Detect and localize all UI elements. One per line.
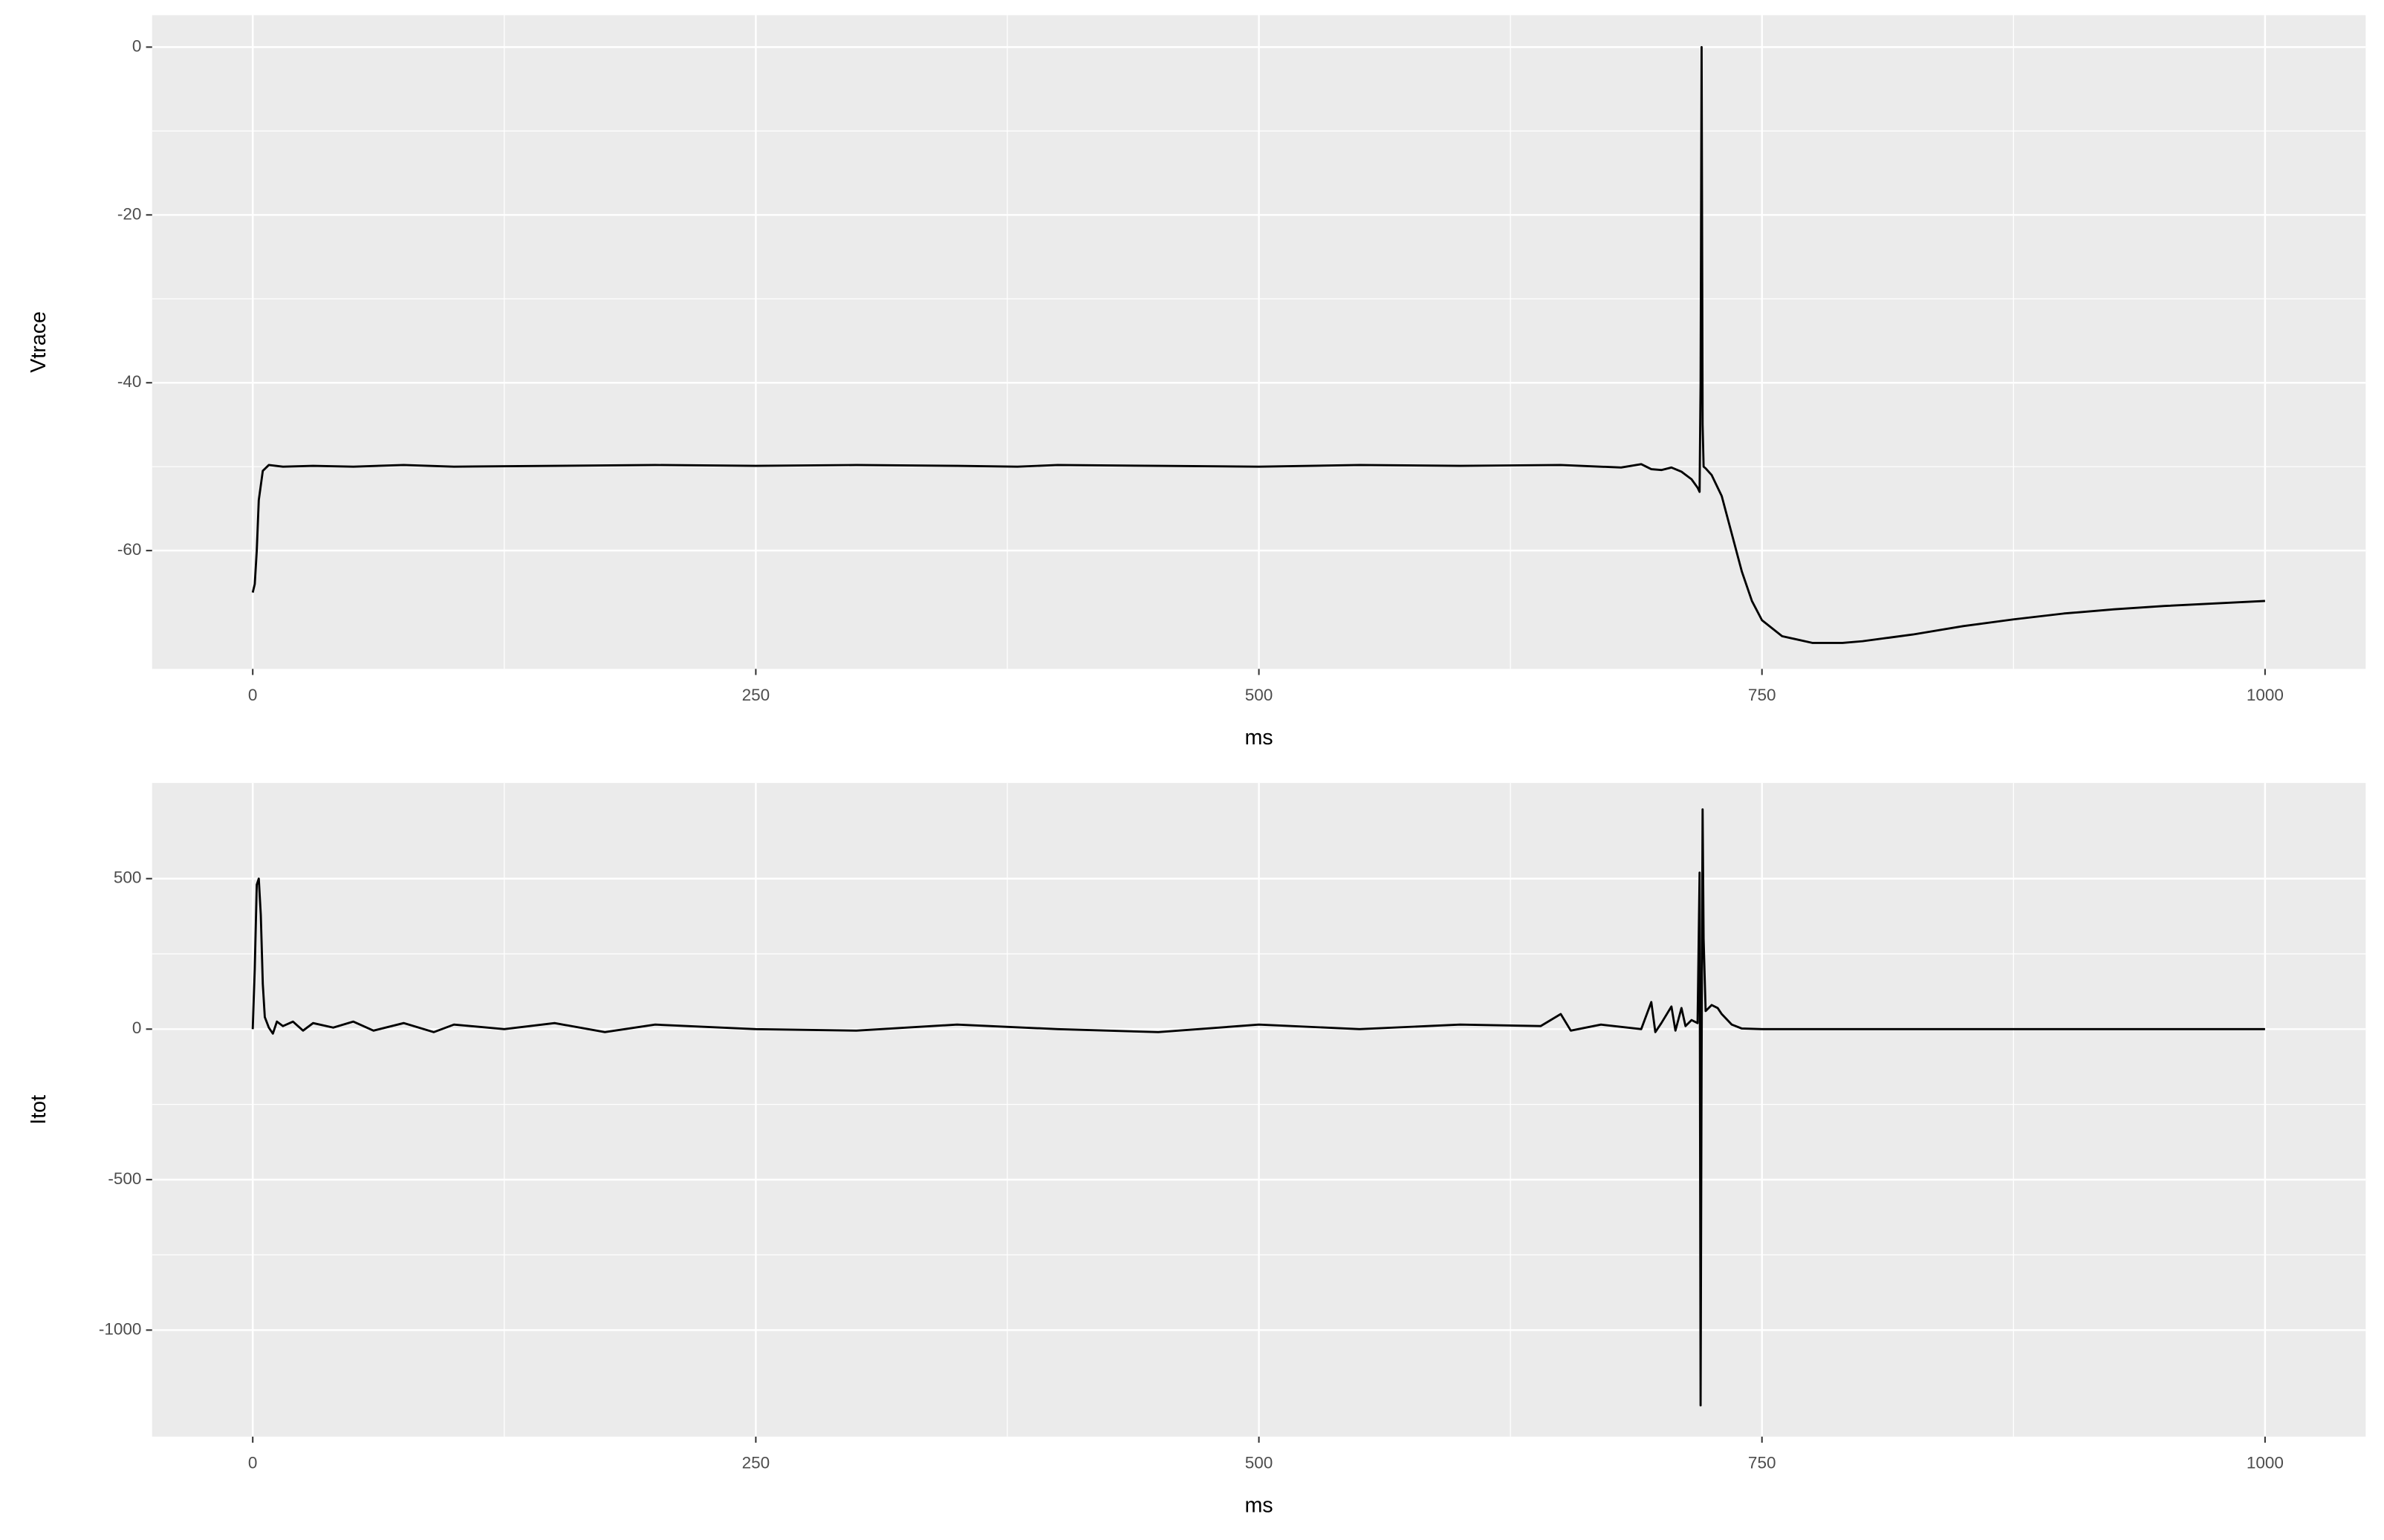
y-tick-label: -40 [117,372,142,391]
x-tick-label: 0 [248,1454,258,1472]
y-tick-label: 500 [114,868,142,887]
y-tick-label: 0 [132,1018,142,1037]
x-tick-label: 500 [1245,1454,1273,1472]
x-tick-label: 250 [742,686,770,704]
x-axis-title: ms [1244,726,1273,750]
x-tick-label: 500 [1245,686,1273,704]
x-tick-label: 1000 [2247,686,2284,704]
y-tick-label: 0 [132,36,142,55]
x-tick-label: 0 [248,686,258,704]
x-tick-label: 250 [742,1454,770,1472]
y-tick-label: -500 [108,1169,141,1188]
y-tick-label: -20 [117,204,142,223]
y-tick-label: -1000 [99,1319,142,1338]
data-line [251,45,2265,644]
data-line [251,808,2265,1407]
y-axis-title: Itot [27,1095,51,1125]
x-tick-label: 750 [1748,1454,1776,1472]
x-tick-label: 1000 [2247,1454,2284,1472]
y-tick-label: -60 [117,540,142,559]
y-axis-title: Vtrace [27,311,51,373]
x-tick-label: 750 [1748,686,1776,704]
x-axis-title: ms [1244,1494,1273,1518]
